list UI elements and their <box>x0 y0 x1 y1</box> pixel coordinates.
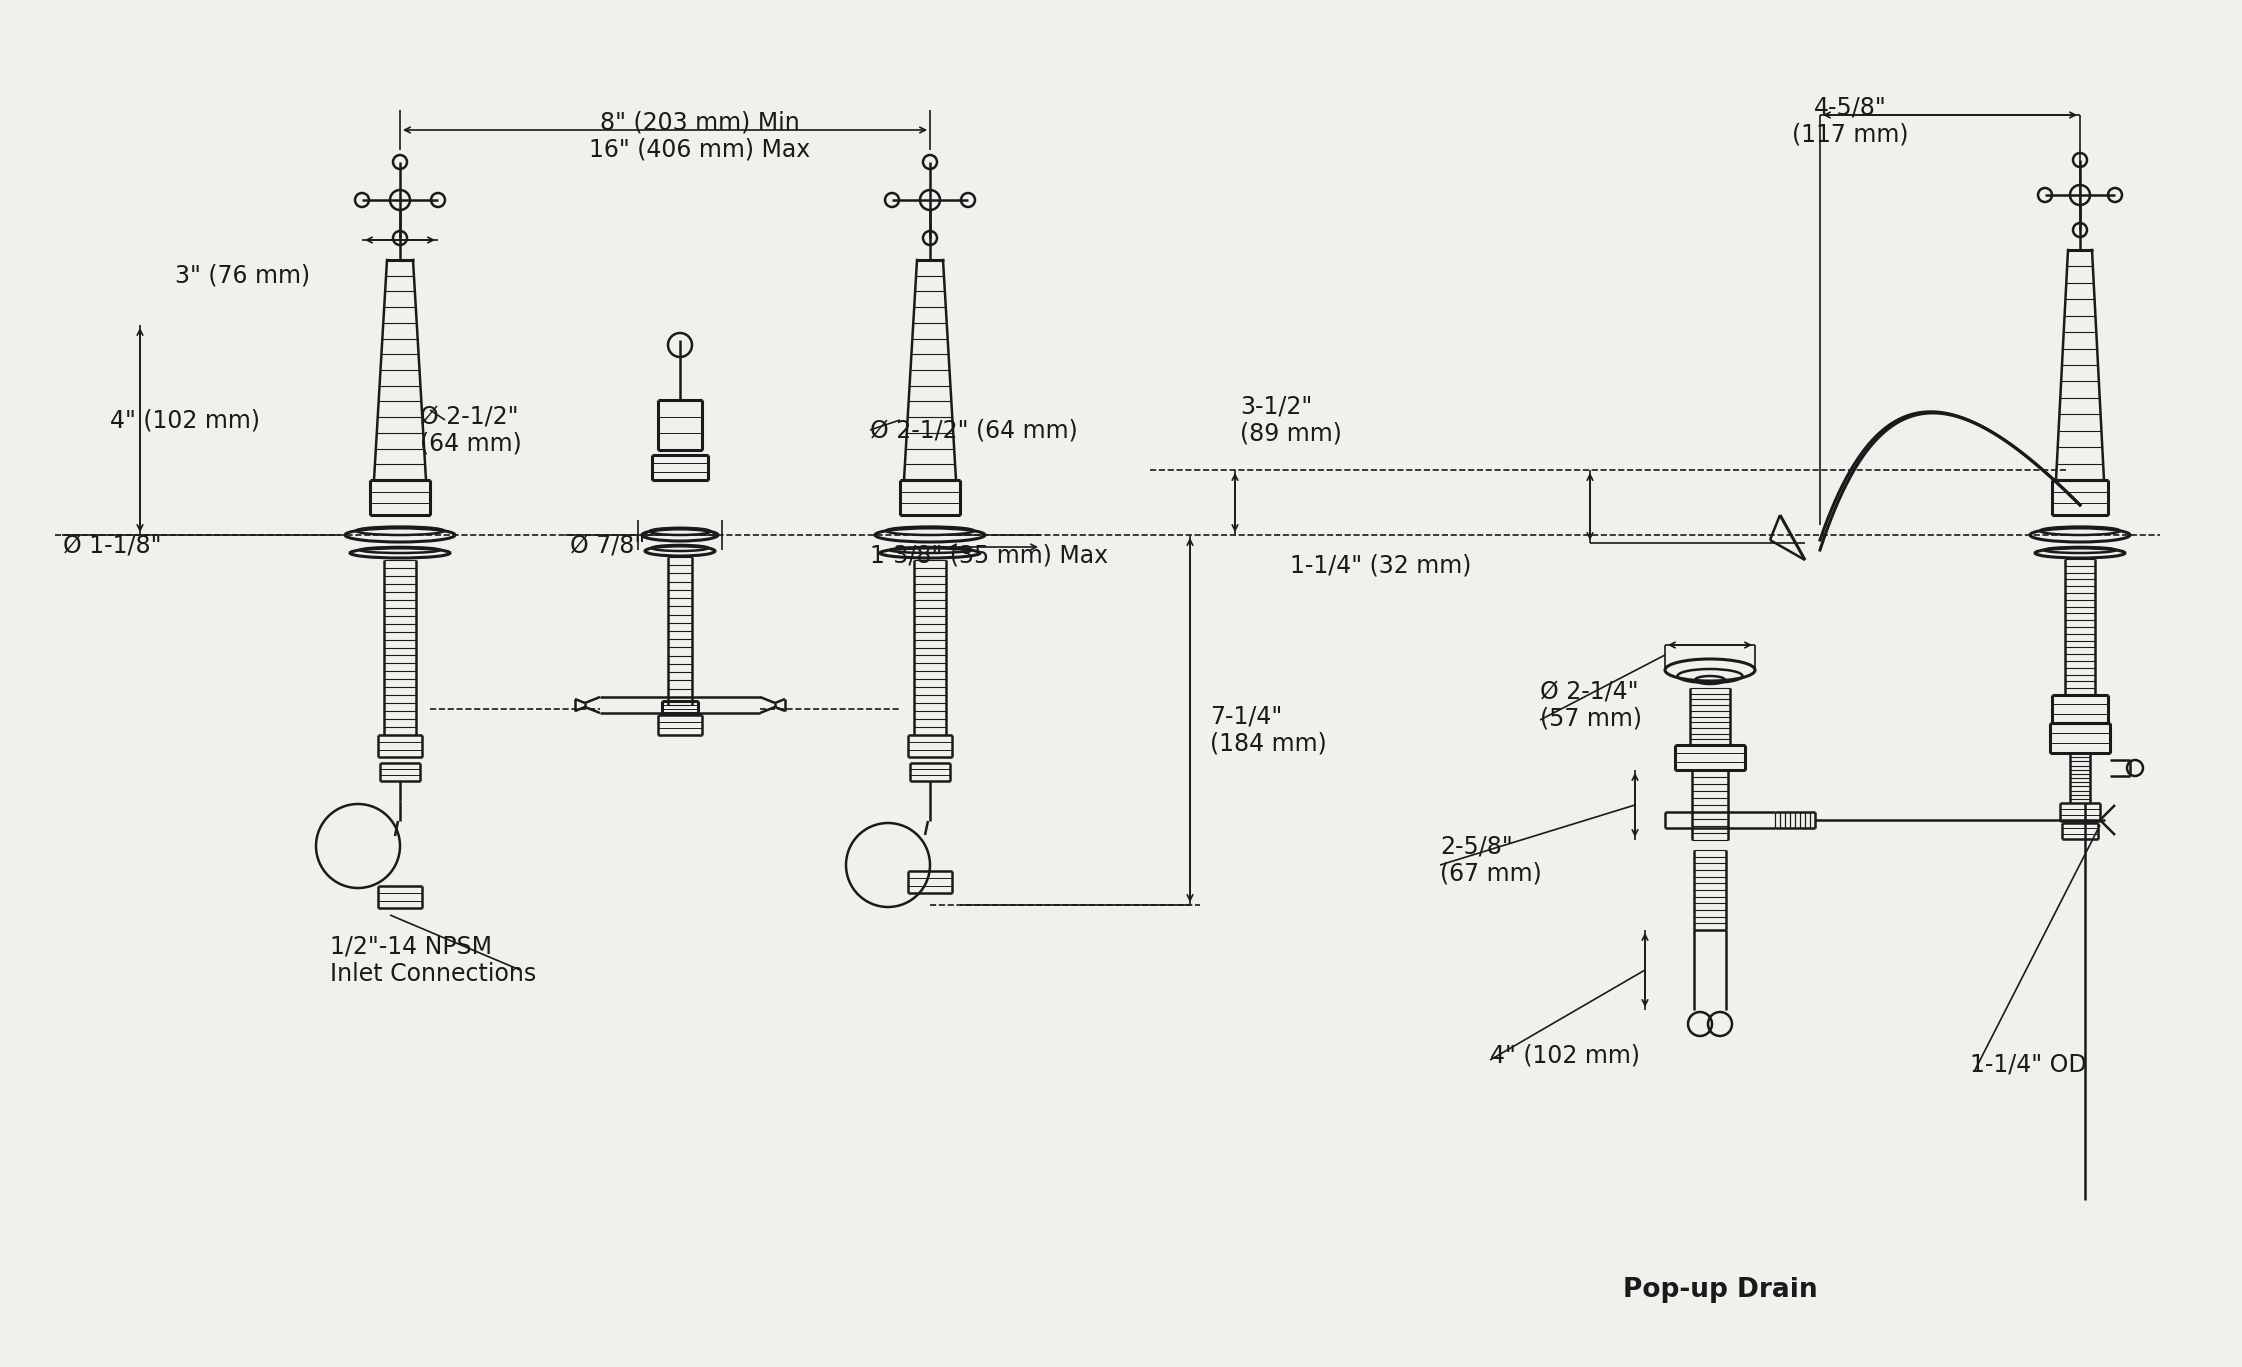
Text: Ø 2-1/4"
(57 mm): Ø 2-1/4" (57 mm) <box>1540 679 1641 731</box>
Text: 7-1/4"
(184 mm): 7-1/4" (184 mm) <box>1211 704 1327 756</box>
Text: Pop-up Drain: Pop-up Drain <box>1623 1277 1818 1303</box>
Text: 4" (102 mm): 4" (102 mm) <box>110 407 260 432</box>
Text: 8" (203 mm) Min
16" (406 mm) Max: 8" (203 mm) Min 16" (406 mm) Max <box>590 109 812 161</box>
Text: 2-5/8"
(67 mm): 2-5/8" (67 mm) <box>1439 834 1542 886</box>
Text: Ø 2-1/2" (64 mm): Ø 2-1/2" (64 mm) <box>870 418 1078 442</box>
Text: 1-1/4" OD: 1-1/4" OD <box>1971 1053 2087 1077</box>
Text: Ø 7/8": Ø 7/8" <box>569 533 646 556</box>
Text: 3" (76 mm): 3" (76 mm) <box>175 262 309 287</box>
Text: 1-1/4" (32 mm): 1-1/4" (32 mm) <box>1289 554 1471 577</box>
Text: 1/2"-14 NPSM
Inlet Connections: 1/2"-14 NPSM Inlet Connections <box>330 934 536 986</box>
Text: 4-5/8"
(117 mm): 4-5/8" (117 mm) <box>1791 94 1908 146</box>
Text: Ø 2-1/2"
(64 mm): Ø 2-1/2" (64 mm) <box>419 405 522 457</box>
Text: 4" (102 mm): 4" (102 mm) <box>1491 1043 1639 1068</box>
Text: 1-3/8" (35 mm) Max: 1-3/8" (35 mm) Max <box>870 543 1108 567</box>
Text: Ø 1-1/8": Ø 1-1/8" <box>63 533 161 556</box>
Text: 3-1/2"
(89 mm): 3-1/2" (89 mm) <box>1240 394 1343 446</box>
